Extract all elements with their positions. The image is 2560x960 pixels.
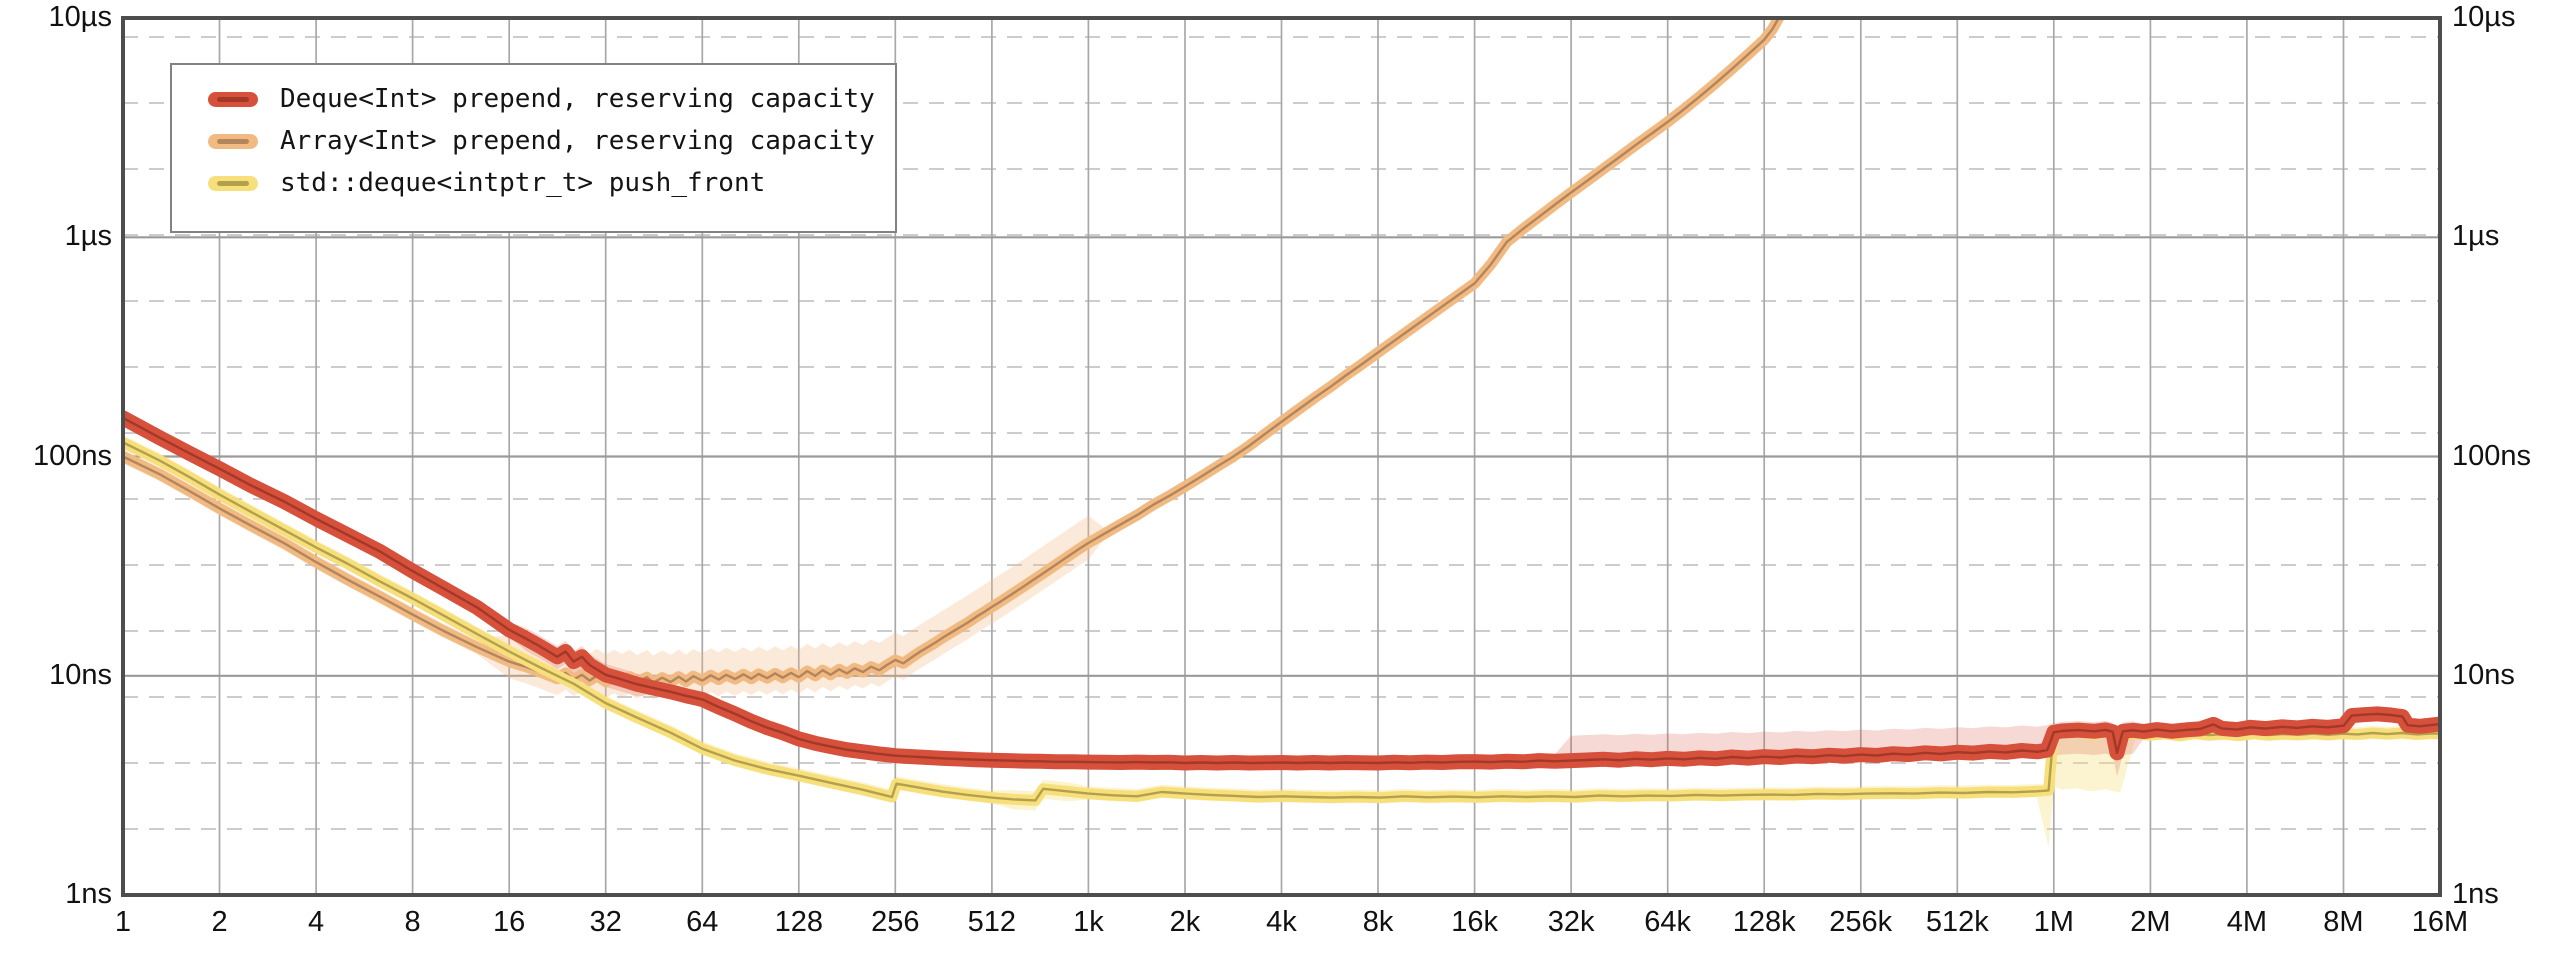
x-tick-label: 8 <box>404 906 421 938</box>
y-tick-label-right: 1ns <box>2452 877 2499 910</box>
x-tick-label: 16k <box>1451 906 1498 938</box>
legend-item-label: Array<Int> prepend, reserving capacity <box>280 126 875 156</box>
x-tick-label: 64 <box>686 906 719 938</box>
x-tick-label: 128 <box>774 906 823 938</box>
x-tick-label: 512 <box>967 906 1017 938</box>
x-tick-label: 64k <box>1644 906 1692 938</box>
y-tick-label-right: 1µs <box>2452 220 2500 253</box>
legend-swatch-icon <box>208 91 258 107</box>
y-tick-label-left: 1ns <box>65 877 112 910</box>
plot-border <box>121 16 2442 897</box>
legend-swatch-inner-stripe <box>217 138 249 144</box>
legend-swatch-inner-stripe <box>217 180 249 186</box>
legend-swatch-icon <box>208 133 258 149</box>
x-tick-label: 256k <box>1829 906 1893 938</box>
x-tick-label: 2k <box>1169 906 1201 938</box>
y-tick-label-left: 100ns <box>32 439 112 472</box>
y-tick-label-right: 10ns <box>2452 658 2515 691</box>
legend-item-label: Deque<Int> prepend, reserving capacity <box>280 84 875 114</box>
legend-item: std::deque<intptr_t> push_front <box>208 162 895 204</box>
x-tick-label: 4k <box>1266 906 1297 938</box>
series-centerline-0 <box>123 416 2440 765</box>
x-tick-label: 4 <box>308 906 325 938</box>
legend-swatch-inner-stripe <box>217 96 249 102</box>
x-tick-label: 512k <box>1925 906 1989 938</box>
x-tick-label: 2 <box>211 906 228 938</box>
y-tick-label-left: 1µs <box>64 220 112 253</box>
x-tick-label: 2M <box>2130 906 2171 938</box>
y-tick-label-left: 10µs <box>48 0 112 33</box>
x-tick-label: 1 <box>114 906 132 938</box>
legend-swatch-icon <box>208 175 258 191</box>
x-tick-label: 1k <box>1073 906 1104 938</box>
legend: Deque<Int> prepend, reserving capacity Ar… <box>170 63 897 233</box>
x-tick-label: 32 <box>589 906 622 938</box>
x-tick-label: 256 <box>871 906 920 938</box>
y-tick-label-right: 100ns <box>2452 439 2532 472</box>
x-tick-label: 4M <box>2226 906 2268 938</box>
x-tick-label: 16M <box>2411 906 2469 938</box>
x-tick-label: 128k <box>1732 906 1796 938</box>
x-tick-label: 1M <box>2033 906 2074 938</box>
y-tick-label-left: 10ns <box>49 658 112 691</box>
x-tick-label: 32k <box>1547 906 1595 938</box>
legend-item: Array<Int> prepend, reserving capacity <box>208 120 895 162</box>
legend-item-label: std::deque<intptr_t> push_front <box>280 168 766 198</box>
y-tick-label-right: 10µs <box>2452 0 2516 33</box>
legend-item: Deque<Int> prepend, reserving capacity <box>208 78 895 120</box>
x-tick-label: 16 <box>493 906 526 938</box>
x-tick-label: 8k <box>1362 906 1394 938</box>
x-tick-label: 8M <box>2323 906 2364 938</box>
